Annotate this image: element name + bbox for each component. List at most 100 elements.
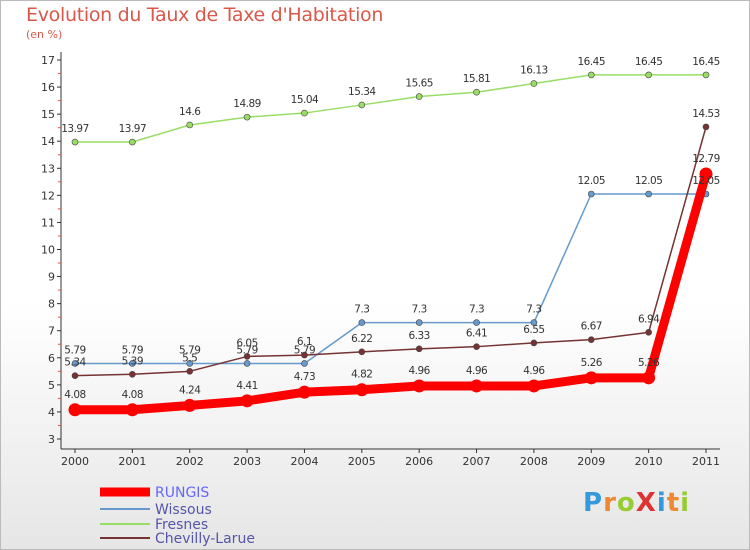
data-point — [297, 385, 311, 399]
x-tick-label: 2011 — [692, 455, 720, 468]
data-label: 4.82 — [351, 369, 372, 381]
data-point — [702, 71, 710, 79]
data-point — [645, 329, 652, 336]
data-label: 5.79 — [179, 344, 200, 356]
x-tick-label: 2009 — [577, 455, 605, 468]
data-point — [68, 403, 82, 417]
data-point — [415, 319, 423, 326]
series-line-wissous — [74, 193, 707, 365]
data-label: 5.34 — [64, 357, 86, 369]
y-tick-label: 16 — [41, 81, 55, 94]
data-label: 5.79 — [122, 344, 143, 356]
data-point — [186, 368, 194, 375]
data-label: 4.08 — [64, 389, 85, 401]
data-point — [587, 190, 595, 198]
data-point — [71, 138, 79, 146]
data-label: 6.94 — [638, 313, 660, 325]
x-tick-label: 2002 — [176, 455, 204, 468]
y-tick-label: 17 — [41, 54, 55, 67]
y-tick-label: 12 — [41, 189, 55, 202]
logo-letter: X — [635, 488, 657, 518]
data-point — [301, 360, 308, 367]
y-tick-label: 14 — [41, 135, 55, 148]
data-point — [530, 80, 538, 87]
data-label: 4.41 — [236, 380, 257, 392]
data-label: 4.08 — [122, 389, 143, 401]
data-label: 16.45 — [577, 56, 605, 68]
data-point — [358, 101, 366, 109]
data-point — [587, 71, 595, 79]
data-label: 6.33 — [408, 330, 429, 342]
data-label: 4.24 — [179, 384, 201, 396]
data-label: 5.39 — [122, 355, 143, 367]
data-point — [129, 370, 136, 378]
x-tick-label: 2006 — [405, 455, 433, 468]
data-label: 6.67 — [581, 321, 602, 333]
data-point — [530, 319, 538, 326]
logo-letter: r — [603, 488, 617, 518]
data-point — [71, 360, 79, 367]
data-label: 4.96 — [523, 365, 545, 377]
data-label: 4.73 — [294, 371, 315, 383]
data-label: 5.26 — [638, 357, 660, 369]
x-tick-label: 2010 — [635, 455, 663, 468]
data-label: 7.3 — [412, 304, 427, 316]
logo-letter: i — [656, 488, 667, 518]
data-point — [186, 121, 194, 129]
proxiti-logo: ProXiti — [583, 488, 690, 518]
data-label: 5.26 — [581, 357, 603, 369]
data-label: 13.97 — [61, 123, 89, 135]
x-tick-label: 2003 — [233, 455, 261, 468]
data-point — [358, 348, 366, 356]
data-label: 4.96 — [466, 365, 488, 377]
data-point — [129, 360, 136, 367]
data-label: 6.41 — [466, 328, 487, 340]
y-tick-label: 10 — [41, 244, 55, 257]
chart-title: Evolution du Taux de Taxe d'Habitation — [26, 4, 384, 26]
series-line-fresnes — [74, 74, 707, 143]
logo-letter: o — [616, 488, 636, 518]
x-tick-label: 2000 — [61, 455, 89, 468]
legend-label-chevilly-larue: Chevilly-Larue — [155, 531, 255, 547]
y-tick-label: 15 — [41, 108, 55, 121]
data-point — [587, 336, 595, 343]
data-point — [243, 353, 251, 360]
data-label: 5.79 — [236, 344, 257, 356]
y-tick-label: 5 — [48, 379, 55, 392]
y-tick-label: 8 — [48, 298, 55, 311]
data-point — [355, 383, 369, 397]
data-point — [473, 88, 480, 96]
legend-label-wissous: Wissous — [155, 502, 212, 518]
data-label: 12.05 — [635, 175, 663, 187]
data-point — [129, 138, 136, 146]
data-label: 12.05 — [577, 175, 605, 187]
data-point — [584, 371, 598, 385]
x-tick-label: 2008 — [520, 455, 548, 468]
y-tick-label: 6 — [48, 352, 55, 365]
data-label: 6.1 — [297, 336, 312, 348]
data-point — [301, 351, 308, 359]
data-label: 14.6 — [179, 106, 201, 118]
data-point — [527, 379, 541, 393]
data-label: 14.53 — [692, 108, 720, 120]
data-label: 16.13 — [520, 65, 548, 77]
data-label: 15.34 — [348, 86, 376, 98]
data-label: 12.05 — [692, 175, 720, 187]
logo-letter: t — [666, 488, 681, 518]
y-tick-label: 3 — [48, 433, 55, 446]
data-label: 15.65 — [405, 78, 433, 90]
data-point — [470, 379, 484, 393]
data-label: 6.05 — [236, 337, 257, 349]
data-point — [473, 343, 480, 350]
data-point — [186, 360, 194, 367]
data-point — [473, 319, 480, 326]
data-point — [301, 109, 308, 117]
data-point — [71, 372, 79, 379]
data-label: 7.3 — [526, 304, 541, 316]
y-tick-label: 13 — [41, 162, 55, 175]
data-point — [642, 371, 656, 385]
data-label: 16.45 — [635, 56, 663, 68]
data-point — [358, 319, 366, 326]
y-tick-label: 11 — [41, 216, 55, 229]
